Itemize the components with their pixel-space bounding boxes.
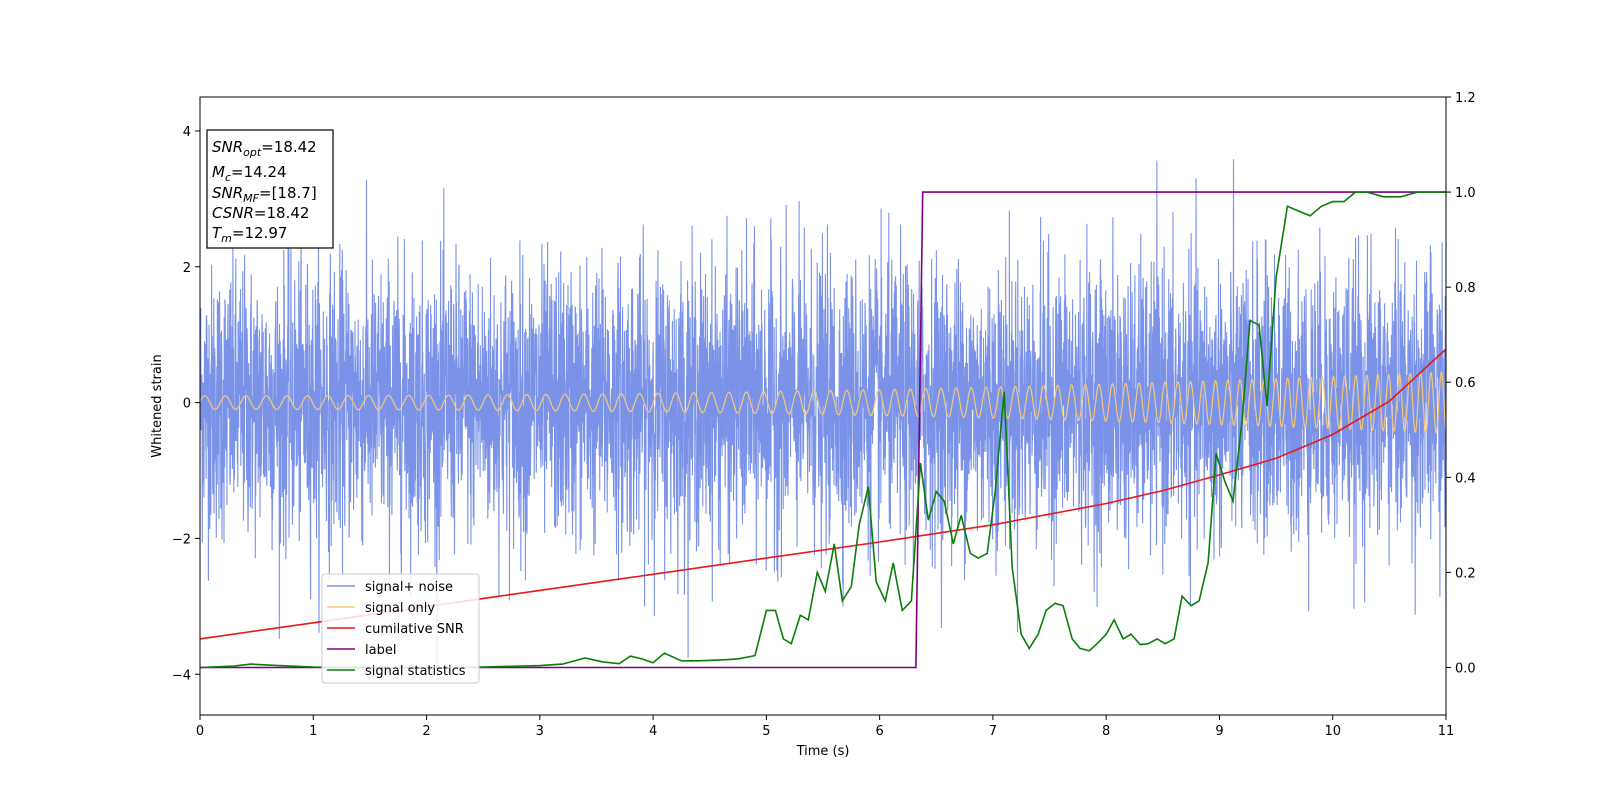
y2-tick-label: 0.0 bbox=[1455, 661, 1476, 676]
x-tick-label: 3 bbox=[536, 724, 544, 739]
series-signal-noise-line bbox=[200, 159, 1446, 676]
y-tick-label: 4 bbox=[183, 125, 191, 140]
x-tick-label: 11 bbox=[1438, 724, 1455, 739]
x-tick-label: 7 bbox=[989, 724, 997, 739]
y2-tick-label: 0.6 bbox=[1455, 376, 1476, 391]
y-axis-label: Whitened strain bbox=[150, 354, 165, 457]
legend-label: signal only bbox=[365, 601, 435, 616]
y2-tick-label: 0.2 bbox=[1455, 566, 1476, 581]
legend-label: cumilative SNR bbox=[365, 622, 464, 637]
series-signal-only-line bbox=[200, 370, 1446, 434]
info-tm: Tm=12.97 bbox=[212, 224, 287, 245]
x-tick-label: 8 bbox=[1102, 724, 1110, 739]
y2-tick-label: 1.2 bbox=[1455, 91, 1476, 106]
x-tick-label: 6 bbox=[875, 724, 883, 739]
x-tick-label: 1 bbox=[309, 724, 317, 739]
y-tick-label: 0 bbox=[183, 397, 191, 412]
series-label-line bbox=[200, 191, 1446, 669]
y-tick-label: −2 bbox=[172, 532, 191, 547]
y2-tick-label: 1.0 bbox=[1455, 186, 1476, 201]
legend-label: signal statistics bbox=[365, 664, 466, 679]
info-snr-opt: SNRopt=18.42 bbox=[212, 138, 317, 159]
x-tick-label: 9 bbox=[1215, 724, 1223, 739]
info-csnr: CSNR=18.42 bbox=[212, 204, 309, 222]
legend-label: label bbox=[365, 643, 396, 658]
x-axis-label: Time (s) bbox=[796, 744, 850, 759]
series-signal-statistics-line bbox=[200, 191, 1446, 669]
x-tick-label: 0 bbox=[196, 724, 204, 739]
x-tick-label: 10 bbox=[1324, 724, 1341, 739]
x-tick-label: 5 bbox=[762, 724, 770, 739]
y2-tick-label: 0.4 bbox=[1455, 471, 1476, 486]
axes: 0 1 2 3 4 5 6 7 8 9 10 11 −4 −2 0 2 4 0.0 0.2 0.4 0.6 0.8 1.0 1… bbox=[172, 91, 1476, 739]
y2-tick-label: 0.8 bbox=[1455, 281, 1476, 296]
x-tick-label: 4 bbox=[649, 724, 657, 739]
x-tick-label: 2 bbox=[422, 724, 430, 739]
legend-label: signal+ noise bbox=[365, 580, 453, 595]
legend: signal+ noise signal only cumilative SNR la… bbox=[321, 573, 480, 684]
y-tick-label: −4 bbox=[172, 668, 191, 683]
info-mc: Mc=14.24 bbox=[212, 163, 287, 184]
y-tick-label: 2 bbox=[183, 261, 191, 276]
plot-frame bbox=[199, 96, 1447, 716]
info-box: SNRopt=18.42 Mc=14.24 SNRMF=[18.7] CSNR=… bbox=[206, 129, 334, 249]
info-snr-mf: SNRMF=[18.7] bbox=[212, 184, 317, 205]
legend-box bbox=[321, 573, 480, 684]
